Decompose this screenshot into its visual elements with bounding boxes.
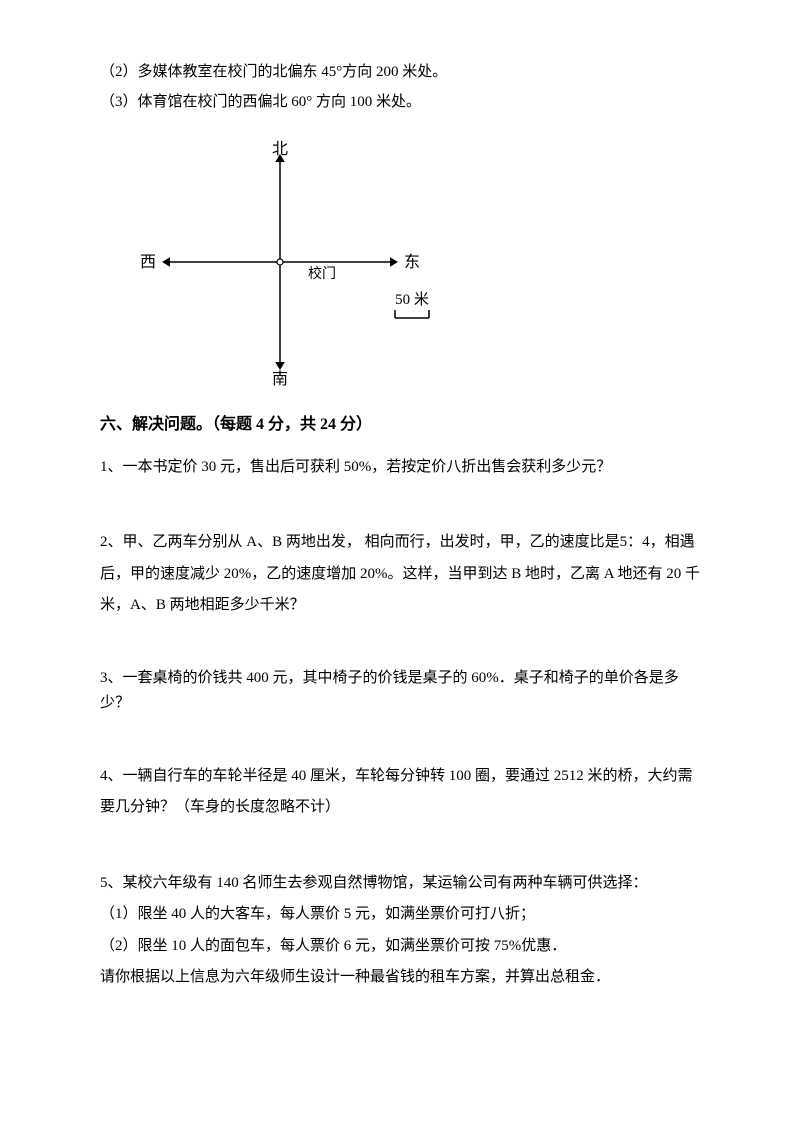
question-5-option-2: （2）限坐 10 人的面包车，每人票价 6 元，如满坐票价可按 75%优惠．	[100, 931, 704, 963]
question-5-intro: 5、某校六年级有 140 名师生去参观自然博物馆，某运输公司有两种车辆可供选择：	[100, 868, 704, 900]
svg-text:西: 西	[140, 254, 156, 271]
question-1: 1、一本书定价 30 元，售出后可获利 50%，若按定价八折出售会获利多少元？	[100, 452, 704, 484]
question-3: 3、一套桌椅的价钱共 400 元，其中椅子的价钱是桌子的 60%．桌子和椅子的单…	[100, 666, 704, 717]
question-4: 4、一辆自行车的车轮半径是 40 厘米，车轮每分钟转 100 圈，要通过 251…	[100, 761, 704, 824]
svg-text:50 米: 50 米	[395, 291, 429, 308]
svg-text:南: 南	[272, 370, 288, 388]
svg-text:北: 北	[272, 140, 288, 158]
svg-text:东: 东	[404, 253, 420, 271]
question-2: 2、甲、乙两车分别从 A、B 两地出发， 相向而行，出发时，甲，乙的速度比是5：…	[100, 527, 704, 622]
question-5-end: 请你根据以上信息为六年级师生设计一种最省钱的租车方案，并算出总租金．	[100, 962, 704, 994]
question-5-option-1: （1）限坐 40 人的大客车，每人票价 5 元，如满坐票价可打八折；	[100, 899, 704, 931]
compass-diagram: 北南 东 西校门 50 米	[140, 132, 460, 392]
intro-line-3: （3）体育馆在校门的西偏北 60° 方向 100 米处。	[100, 90, 704, 114]
section-6-title: 六、解决问题。（每题 4 分，共 24 分）	[100, 412, 704, 438]
intro-line-2: （2）多媒体教室在校门的北偏东 45°方向 200 米处。	[100, 60, 704, 84]
svg-text:校门: 校门	[308, 265, 336, 282]
question-5: 5、某校六年级有 140 名师生去参观自然博物馆，某运输公司有两种车辆可供选择：…	[100, 868, 704, 994]
